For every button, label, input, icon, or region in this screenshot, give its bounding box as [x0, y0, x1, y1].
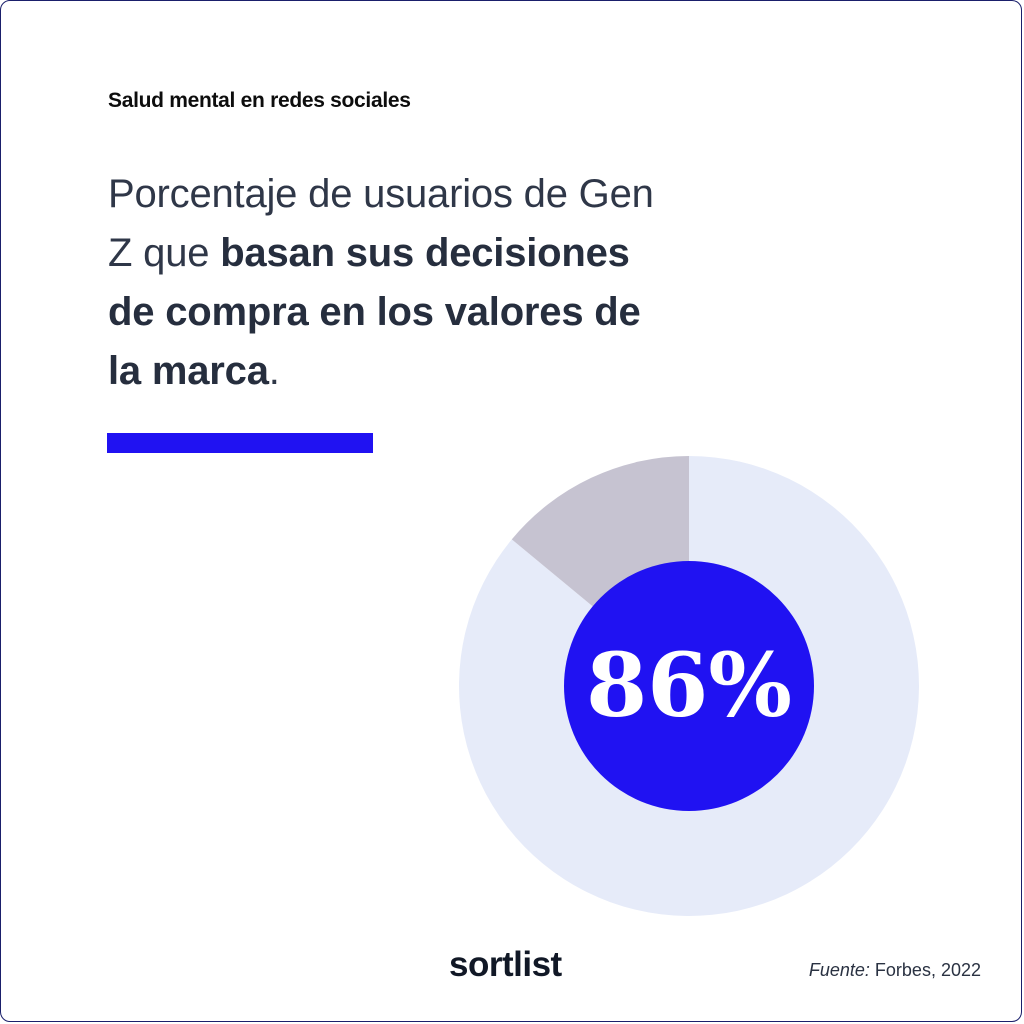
brand-logo: sortlist [449, 945, 562, 984]
headline: Porcentaje de usuarios de Gen Z que basa… [108, 165, 668, 401]
headline-part-1: Porcentaje de usuarios de Gen Z que [108, 172, 654, 275]
source-label: Fuente: [808, 960, 870, 980]
headline-part-3: . [268, 349, 280, 393]
source-credit: Fuente: Forbes, 2022 [809, 960, 981, 981]
headline-part-2-bold: basan sus decisiones de compra en los va… [108, 231, 641, 393]
kicker-title: Salud mental en redes sociales [108, 89, 411, 112]
pie-chart: 86% [459, 456, 919, 916]
center-disc [564, 561, 814, 811]
source-value: Forbes, 2022 [869, 960, 981, 980]
center-value-label: 86% [586, 633, 792, 737]
accent-bar [107, 433, 373, 453]
